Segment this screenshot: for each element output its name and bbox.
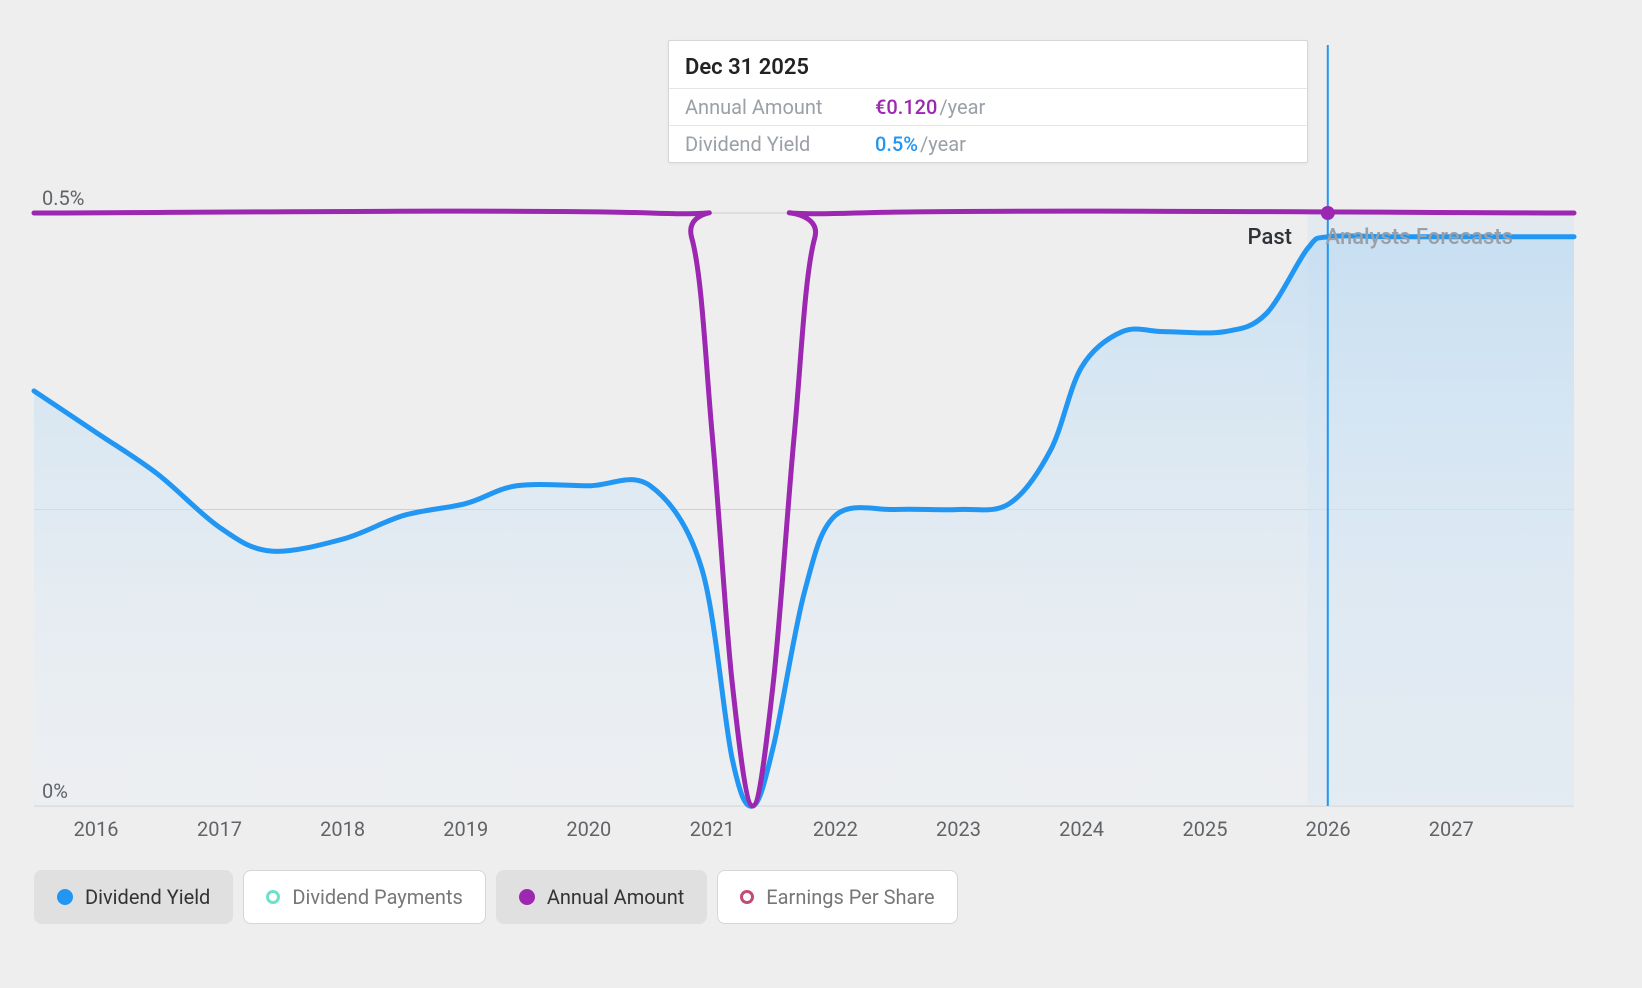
svg-text:2020: 2020 — [566, 817, 611, 841]
dot-icon — [57, 889, 73, 905]
tooltip-row-value: 0.5% — [875, 132, 918, 156]
svg-text:2016: 2016 — [74, 817, 119, 841]
svg-text:2027: 2027 — [1429, 817, 1474, 841]
tooltip-row-label: Annual Amount — [685, 95, 875, 119]
tooltip-row-value: €0.120 — [875, 95, 937, 119]
legend-item-label: Earnings Per Share — [766, 885, 934, 909]
svg-text:2026: 2026 — [1306, 817, 1351, 841]
svg-text:2023: 2023 — [936, 817, 981, 841]
legend-item-label: Dividend Payments — [292, 885, 462, 909]
legend-item-earnings-per-share[interactable]: Earnings Per Share — [717, 870, 957, 924]
ring-icon — [266, 890, 280, 904]
tooltip-row-suffix: /year — [939, 95, 985, 119]
svg-text:2025: 2025 — [1183, 817, 1228, 841]
tooltip-row-dividend-yield: Dividend Yield 0.5% /year — [669, 125, 1307, 162]
dot-icon — [519, 889, 535, 905]
tooltip-row-label: Dividend Yield — [685, 132, 875, 156]
tooltip-row-suffix: /year — [920, 132, 966, 156]
tooltip-row-annual-amount: Annual Amount €0.120 /year — [669, 88, 1307, 125]
chart-legend: Dividend Yield Dividend Payments Annual … — [34, 870, 958, 924]
legend-item-annual-amount[interactable]: Annual Amount — [496, 870, 707, 924]
svg-text:2022: 2022 — [813, 817, 858, 841]
svg-text:2019: 2019 — [443, 817, 488, 841]
ring-icon — [740, 890, 754, 904]
legend-item-dividend-payments[interactable]: Dividend Payments — [243, 870, 485, 924]
legend-item-label: Annual Amount — [547, 885, 684, 909]
legend-item-label: Dividend Yield — [85, 885, 210, 909]
svg-text:2017: 2017 — [197, 817, 242, 841]
svg-text:2024: 2024 — [1059, 817, 1104, 841]
dividend-chart: 0% 0.5% 2016 2017 2018 2019 2020 2021 2022 2023 20… — [0, 0, 1642, 988]
svg-text:0.5%: 0.5% — [42, 186, 84, 210]
svg-text:2021: 2021 — [690, 817, 735, 841]
svg-text:2018: 2018 — [320, 817, 365, 841]
region-label-past: Past — [1248, 225, 1292, 250]
legend-item-dividend-yield[interactable]: Dividend Yield — [34, 870, 233, 924]
region-label-forecast: Analysts Forecasts — [1326, 225, 1513, 250]
chart-tooltip: Dec 31 2025 Annual Amount €0.120 /year D… — [668, 40, 1308, 163]
svg-text:0%: 0% — [42, 779, 68, 803]
tooltip-title: Dec 31 2025 — [669, 41, 1307, 88]
